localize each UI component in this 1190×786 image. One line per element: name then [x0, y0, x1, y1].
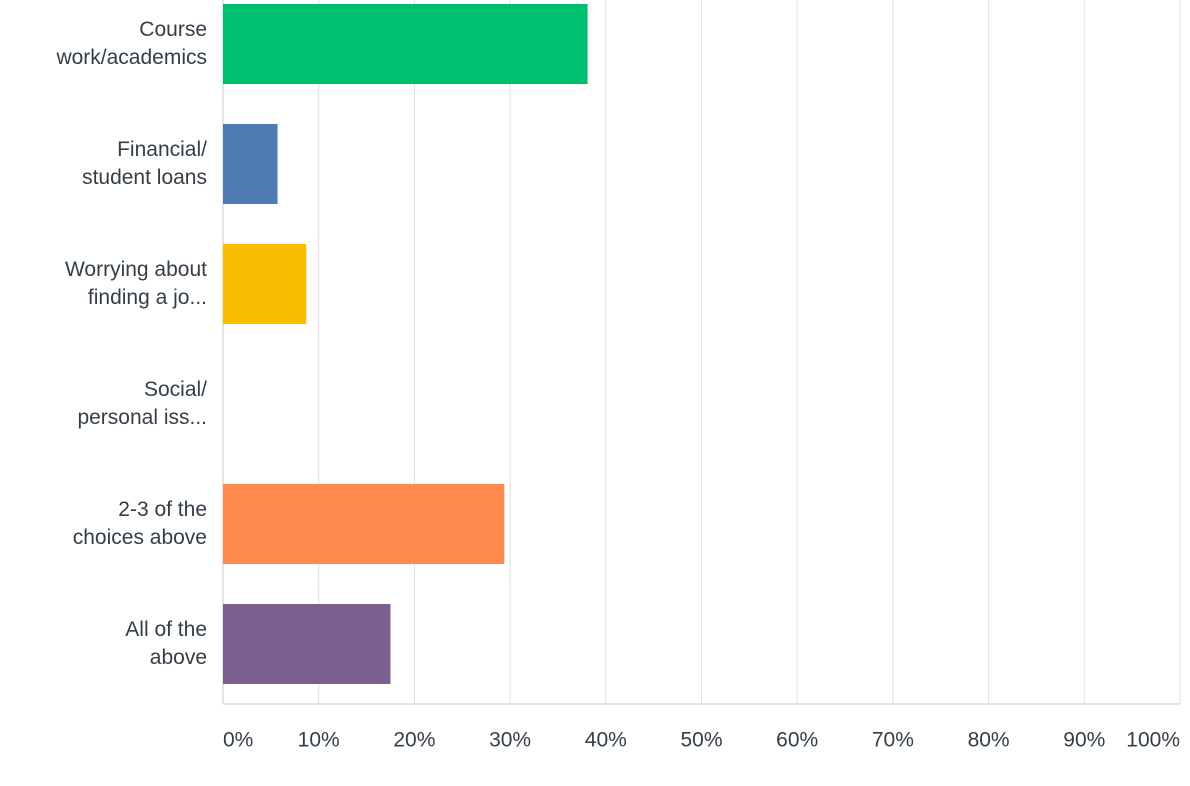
category-label: Financial/ student loans	[82, 138, 207, 189]
bar	[223, 4, 588, 84]
x-tick-label: 30%	[489, 729, 531, 752]
category-label: Worrying about finding a jo...	[64, 258, 207, 309]
x-tick-label: 10%	[298, 729, 340, 752]
category-label: Course work/academics	[56, 18, 207, 69]
category-label: All of the above	[125, 618, 207, 669]
bar	[223, 604, 391, 684]
x-tick-label: 20%	[393, 729, 435, 752]
x-tick-label: 80%	[968, 729, 1010, 752]
x-tick-label: 90%	[1063, 729, 1105, 752]
x-tick-label: 0%	[223, 729, 253, 752]
x-tick-label: 70%	[872, 729, 914, 752]
category-label: 2-3 of the choices above	[72, 498, 207, 549]
category-label: Social/ personal iss...	[77, 378, 207, 429]
bar	[223, 244, 307, 324]
x-tick-label: 50%	[680, 729, 722, 752]
bar	[223, 124, 278, 204]
x-tick-label: 100%	[1126, 729, 1180, 752]
bar	[223, 484, 505, 564]
x-tick-label: 60%	[776, 729, 818, 752]
x-tick-label: 40%	[585, 729, 627, 752]
